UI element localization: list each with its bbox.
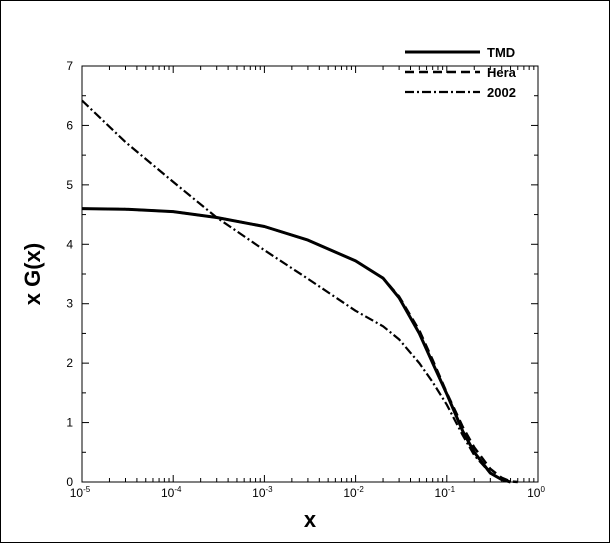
y-tick-label: 0 xyxy=(66,475,73,489)
x-tick-exponent: 0 xyxy=(540,485,545,494)
series-line-2002 xyxy=(81,99,511,484)
legend-label-2002: 2002 xyxy=(487,85,516,100)
x-tick-base: 10 xyxy=(252,486,266,500)
y-tick-label: 2 xyxy=(66,356,73,370)
x-tick-exponent: -4 xyxy=(174,485,182,494)
x-tick-base: 10 xyxy=(161,486,175,500)
x-tick-base: 10 xyxy=(70,486,84,500)
x-tick-label: 10-2 xyxy=(343,485,364,500)
x-axis-title: x xyxy=(304,507,317,532)
x-tick-label: 10-5 xyxy=(70,485,91,500)
x-tick-base: 10 xyxy=(435,486,449,500)
x-tick-exponent: -1 xyxy=(448,485,456,494)
y-tick-label: 3 xyxy=(66,297,73,311)
x-tick-exponent: -2 xyxy=(357,485,365,494)
x-tick-base: 10 xyxy=(343,486,357,500)
series-line-hera xyxy=(81,207,518,484)
x-tick-label: 100 xyxy=(527,485,545,500)
legend-label-hera: Hera xyxy=(487,65,517,80)
x-tick-exponent: -5 xyxy=(83,485,91,494)
y-tick-label: 4 xyxy=(66,237,73,251)
x-tick-base: 10 xyxy=(527,486,541,500)
x-tick-label: 10-1 xyxy=(435,485,456,500)
y-tick-label: 6 xyxy=(66,118,73,132)
y-tick-label: 5 xyxy=(66,178,73,192)
plot-border xyxy=(81,65,539,483)
series-line-tmd xyxy=(81,207,511,484)
x-tick-label: 10-3 xyxy=(252,485,273,500)
x-tick-label: 10-4 xyxy=(161,485,182,500)
x-tick-exponent: -3 xyxy=(266,485,274,494)
legend-label-tmd: TMD xyxy=(487,45,515,60)
y-tick-label: 1 xyxy=(66,416,73,430)
y-tick-label: 7 xyxy=(66,59,73,73)
y-axis-title: x G(x) xyxy=(20,243,45,305)
